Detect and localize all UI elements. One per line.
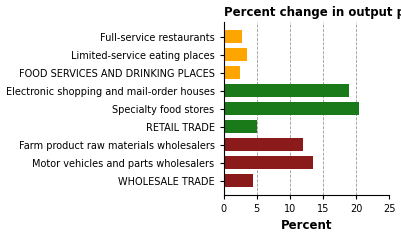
Bar [224,138,303,151]
Bar [224,66,240,79]
X-axis label: Percent: Percent [281,219,332,233]
Bar [224,30,242,43]
Bar [224,120,257,133]
Bar [224,84,349,97]
Bar [224,156,313,169]
Bar [224,102,359,115]
Bar [224,174,253,187]
Text: Percent change in output per hour, selected industries, 2005-06: Percent change in output per hour, selec… [224,5,401,19]
Bar [224,48,247,61]
